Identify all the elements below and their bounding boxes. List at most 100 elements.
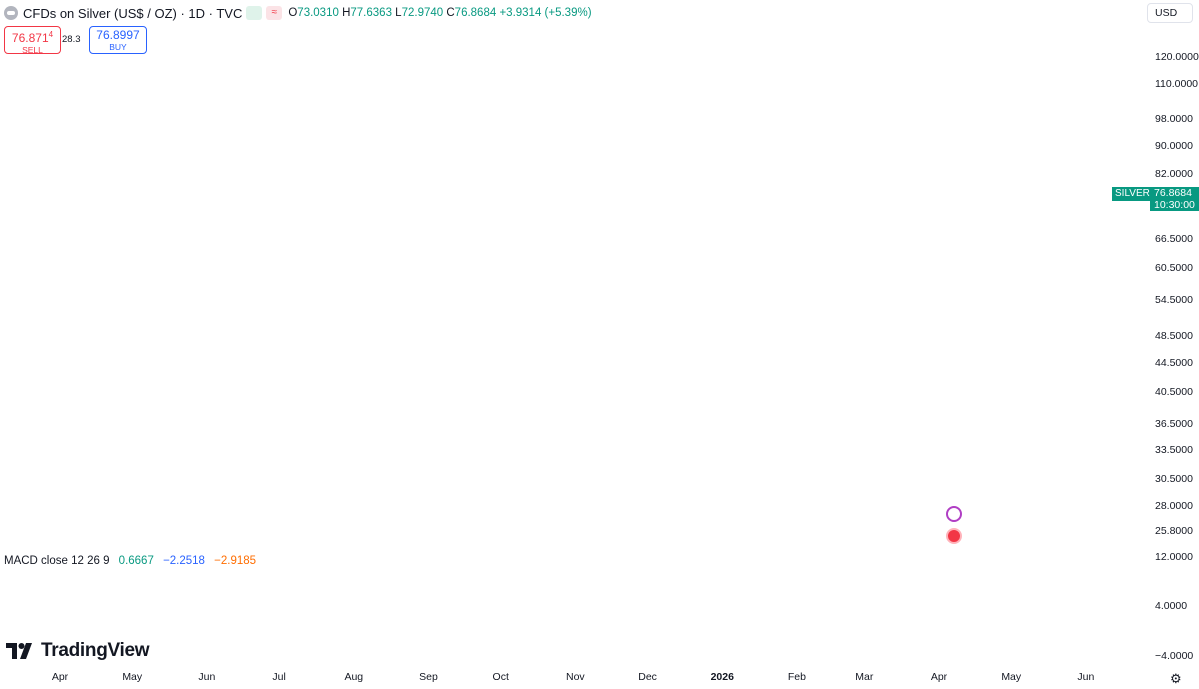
symbol-title[interactable]: CFDs on Silver (US$ / OZ) · 1D · TVC <box>23 5 243 21</box>
macd-histogram-bar <box>947 625 950 631</box>
macd-histogram-bar <box>667 631 670 632</box>
macd-histogram-bar <box>20 630 23 631</box>
dividend-event-icon[interactable] <box>946 506 962 522</box>
macd-histogram-bar <box>549 629 552 631</box>
candle-body <box>316 409 319 415</box>
macd-histogram-bar <box>431 628 434 631</box>
macd-title: MACD close 12 26 9 <box>4 555 110 567</box>
macd-histogram-bar <box>758 618 761 631</box>
macd-histogram-bar <box>462 628 465 631</box>
candle-body <box>19 449 23 452</box>
price-axis-label: 54.5000 <box>1155 294 1193 307</box>
candle-body <box>854 143 858 150</box>
macd-histogram-bar <box>206 630 208 631</box>
macd-histogram-bar <box>27 630 30 631</box>
macd-histogram-bar <box>566 631 569 632</box>
macd-histogram-bar <box>873 624 876 631</box>
candle-body <box>16 449 19 451</box>
sell-button[interactable]: 76.8714 SELL <box>4 26 61 55</box>
candle-body <box>238 422 242 425</box>
candle-body <box>729 190 733 196</box>
macd-histogram-bar <box>590 631 593 634</box>
candle-body <box>578 341 581 344</box>
candle-body <box>485 358 488 366</box>
bar-countdown: 10:30:00 <box>1154 199 1195 211</box>
macd-histogram-bar <box>583 631 586 634</box>
candle-body <box>249 422 252 427</box>
macd-histogram-bar <box>951 625 953 631</box>
macd-histogram-bar <box>883 624 886 631</box>
candle-body <box>753 146 756 153</box>
macd-histogram-bar <box>452 628 454 631</box>
macd-histogram-bar <box>192 630 195 631</box>
macd-histogram-bar <box>809 631 812 635</box>
candle-body <box>544 327 548 333</box>
price-axis-label: 98.0000 <box>1155 113 1193 126</box>
candle-body <box>790 67 794 164</box>
candle-body <box>468 377 471 380</box>
candle-body <box>319 409 323 411</box>
candle-body <box>722 201 726 205</box>
candle-body <box>522 325 525 332</box>
high-value: 77.6363 <box>350 7 392 19</box>
candle-body <box>628 316 631 318</box>
macd-histogram-bar <box>273 630 276 631</box>
candle-body <box>313 414 316 416</box>
candle-body <box>461 377 464 379</box>
macd-histogram-bar <box>718 627 721 631</box>
price-axis-label: 82.0000 <box>1155 168 1193 181</box>
candle-body <box>9 452 13 458</box>
macd-histogram-bar <box>533 628 535 631</box>
settings-gear-icon[interactable]: ⚙ <box>1170 671 1182 686</box>
candle-body <box>491 351 495 358</box>
low-value: 72.9740 <box>401 7 444 19</box>
macd-histogram-bar <box>479 628 481 631</box>
candle-body <box>571 343 574 347</box>
macd-histogram-bar <box>246 630 249 631</box>
candle-body <box>581 340 584 344</box>
macd-legend[interactable]: MACD close 12 26 9 0.6667 −2.2518 −2.918… <box>4 555 256 567</box>
macd-histogram-bar <box>199 630 202 631</box>
macd-histogram-bar <box>222 630 225 631</box>
macd-histogram-bar <box>445 628 448 631</box>
candle-body <box>749 152 753 163</box>
currency-selector[interactable]: USD <box>1147 3 1193 23</box>
macd-histogram-bar <box>87 630 90 631</box>
macd-histogram-bar <box>17 630 19 631</box>
candle-body <box>925 227 929 232</box>
sell-label: SELL <box>22 45 43 55</box>
macd-histogram-bar <box>880 624 883 631</box>
macd-histogram-bar <box>141 630 144 631</box>
candle-body <box>471 372 474 380</box>
time-axis-label: Mar <box>855 671 874 683</box>
candle-body <box>652 278 655 284</box>
macd-histogram-bar <box>67 630 70 631</box>
candle-body <box>222 428 225 434</box>
macd-histogram-bar <box>118 630 121 631</box>
candle-body <box>608 321 611 327</box>
tradingview-logo[interactable]: TradingView <box>6 640 150 662</box>
data-approx-icon[interactable]: ≈ <box>266 6 283 20</box>
macd-histogram-bar <box>330 629 333 631</box>
candle-body <box>343 411 346 414</box>
candle-body <box>554 338 557 346</box>
candle-body <box>458 377 461 379</box>
macd-histogram-bar <box>519 628 522 631</box>
macd-histogram-bar <box>512 628 515 631</box>
candle-body <box>498 349 501 351</box>
macd-histogram-bar <box>259 630 262 631</box>
macd-histogram-bar <box>927 626 930 631</box>
buy-button[interactable]: 76.8997 BUY <box>89 26 147 54</box>
candle-body <box>326 404 329 406</box>
trendline[interactable] <box>789 56 967 226</box>
economic-event-flag-icon[interactable] <box>946 528 962 544</box>
macd-histogram-bar <box>917 626 920 631</box>
macd-histogram-bar <box>148 630 151 631</box>
macd-histogram-bar <box>64 630 67 631</box>
macd-histogram-bar <box>944 626 947 631</box>
macd-histogram-bar <box>681 630 684 631</box>
market-status-icon[interactable] <box>246 6 263 20</box>
macd-histogram-bar <box>394 629 397 631</box>
macd-histogram-bar <box>415 628 417 631</box>
